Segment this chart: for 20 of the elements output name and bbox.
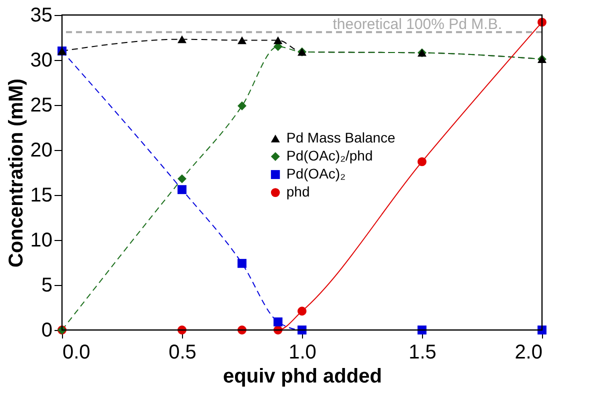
x-tick-label: 2.0 [514, 342, 542, 364]
legend-label: Pd(OAc)₂/phd [286, 148, 373, 164]
legend-label: Pd Mass Balance [286, 130, 396, 146]
y-tick-label: 25 [30, 94, 52, 116]
y-tick-label: 15 [30, 184, 52, 206]
y-tick-label: 5 [41, 274, 52, 296]
x-tick-label: 1.5 [408, 342, 436, 364]
x-tick-label: 0.0 [62, 342, 90, 364]
legend-label: phd [286, 184, 310, 200]
x-axis-title: equiv phd added [223, 366, 382, 388]
x-tick-label: 0.5 [168, 342, 196, 364]
ref-line-label: theoretical 100% Pd M.B. [332, 16, 502, 34]
y-tick-label: 10 [30, 230, 52, 252]
y-tick-label: 30 [30, 50, 52, 72]
y-tick-label: 0 [41, 320, 52, 342]
x-tick-label: 1.0 [288, 342, 316, 364]
y-axis-title: Concentration (mM) [5, 78, 28, 268]
y-tick-label: 20 [30, 140, 52, 162]
legend-label: Pd(OAc)₂ [286, 166, 346, 182]
y-tick-label: 35 [30, 4, 52, 26]
